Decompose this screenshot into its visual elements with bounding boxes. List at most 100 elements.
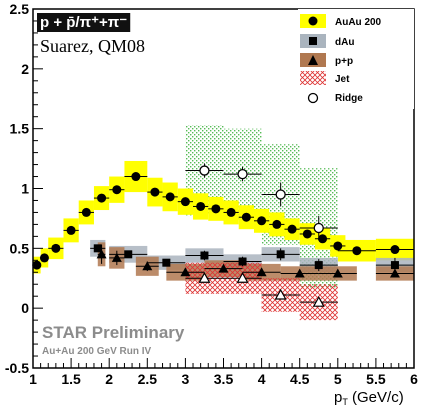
point-pp-1 <box>109 250 125 266</box>
marker-auau-16 <box>272 219 282 229</box>
x-tick-label-7: 4.5 <box>290 371 310 387</box>
marker-auau-20 <box>333 241 343 251</box>
x-tick-label-6: 4 <box>258 371 266 387</box>
point-auau-20 <box>330 241 346 251</box>
marker-dau-7 <box>390 261 399 270</box>
x-tick-label-9: 5.5 <box>366 371 386 387</box>
marker-ridge-1 <box>237 168 248 180</box>
point-dau-6 <box>299 259 338 272</box>
point-pp-3 <box>166 267 205 277</box>
y-tick-label-0: -0.5 <box>5 360 29 376</box>
marker-auau-17 <box>287 224 297 234</box>
point-auau-3 <box>63 225 79 235</box>
marker-pp-0 <box>96 249 107 259</box>
x-tick-label-8: 5 <box>334 371 342 387</box>
point-auau-13 <box>223 207 239 217</box>
marker-jet-1 <box>236 272 249 283</box>
x-axis-label-subscript: T <box>342 397 348 407</box>
x-axis-label-p: p <box>334 389 342 406</box>
legend-entry-ridge: Ridge <box>307 92 363 104</box>
point-ridge-3 <box>299 216 338 240</box>
point-auau-4 <box>78 207 94 217</box>
marker-dau-3 <box>200 251 209 260</box>
point-pp-6 <box>280 268 319 278</box>
marker-auau-11 <box>196 201 206 211</box>
y-tick-label-1: 0 <box>21 300 29 316</box>
marker-auau-10 <box>180 197 190 207</box>
marker-dau-6 <box>314 261 323 270</box>
legend-marker-pp <box>308 55 318 65</box>
legend-marker-dau <box>309 37 317 45</box>
point-jet-1 <box>223 272 262 283</box>
subtitle-text: Suarez, QM08 <box>40 36 145 56</box>
marker-auau-1 <box>39 253 49 263</box>
marker-pp-4 <box>218 263 229 273</box>
point-dau-4 <box>223 256 262 267</box>
y-tick-label-3: 1 <box>21 181 29 197</box>
marker-auau-21 <box>352 246 362 256</box>
marker-ridge-0 <box>199 165 210 176</box>
legend-entry-auau: AuAu 200 <box>300 14 382 28</box>
legend-entry-jet: Jet <box>300 71 350 85</box>
systematic-bands <box>33 125 414 321</box>
x-tick-label-1: 1.5 <box>61 371 81 387</box>
legend-entry-pp: p+p <box>300 53 353 67</box>
marker-auau-18 <box>302 229 312 239</box>
point-auau-18 <box>299 229 315 239</box>
x-tick-label-10: 6 <box>410 371 418 387</box>
legend-label-jet: Jet <box>335 74 350 85</box>
marker-auau-14 <box>241 212 251 222</box>
point-ridge-1 <box>223 166 262 182</box>
marker-auau-6 <box>112 185 122 195</box>
point-auau-0 <box>32 260 42 270</box>
marker-pp-5 <box>256 267 267 277</box>
point-jet-3 <box>299 295 338 307</box>
chart-title: p + p̄/π⁺+π⁻ <box>37 13 131 32</box>
point-auau-19 <box>314 234 331 244</box>
point-dau-3 <box>185 250 224 261</box>
legend-entry-dau: dAu <box>300 34 354 48</box>
marker-auau-5 <box>97 193 107 203</box>
point-auau-22 <box>375 245 414 255</box>
point-auau-21 <box>337 246 376 256</box>
point-pp-5 <box>242 267 281 277</box>
point-dau-5 <box>261 248 300 261</box>
title-text: p + p̄/π⁺+π⁻ <box>40 14 127 31</box>
marker-jet-0 <box>198 272 211 283</box>
legend-label-dau: dAu <box>335 37 354 48</box>
point-dau-0 <box>90 244 106 253</box>
marker-dau-0 <box>93 244 102 253</box>
x-axis-label: pT (GeV/c) <box>334 389 404 407</box>
point-ridge-0 <box>185 163 224 178</box>
legend-marker-auau <box>308 16 318 26</box>
point-auau-14 <box>238 212 254 222</box>
point-auau-5 <box>93 193 110 203</box>
legend-marker-ridge <box>307 92 319 104</box>
legend-label-auau: AuAu 200 <box>335 17 382 28</box>
marker-pp-7 <box>332 268 343 278</box>
point-auau-17 <box>284 224 300 234</box>
point-auau-2 <box>48 243 64 253</box>
annotation-run-info: Au+Au 200 GeV Run IV <box>42 346 152 357</box>
y-tick-label-5: 2 <box>21 61 29 77</box>
point-pp-8 <box>375 268 414 278</box>
marker-auau-22 <box>390 245 400 255</box>
y-tick-label-2: 0.5 <box>10 240 30 256</box>
point-auau-1 <box>39 253 49 263</box>
marker-ridge-3 <box>313 222 324 234</box>
point-dau-1 <box>109 250 148 259</box>
axis-ticks: 1 1.5 2 2.5 3 3.5 4 4.5 5 5.5 6 -0.5 0 0.5 1 1.5 2 2.5 <box>5 1 418 387</box>
marker-jet-2 <box>274 288 287 300</box>
point-ridge-2 <box>261 182 300 207</box>
marker-dau-4 <box>238 257 247 266</box>
marker-auau-4 <box>81 207 91 217</box>
annotation-star-preliminary: STAR Preliminary <box>42 323 185 342</box>
marker-auau-12 <box>211 204 221 214</box>
legend-label-ridge: Ridge <box>335 93 363 104</box>
point-dau-2 <box>147 258 186 267</box>
marker-pp-6 <box>294 268 305 278</box>
data-points <box>32 163 414 307</box>
marker-auau-15 <box>257 216 267 226</box>
